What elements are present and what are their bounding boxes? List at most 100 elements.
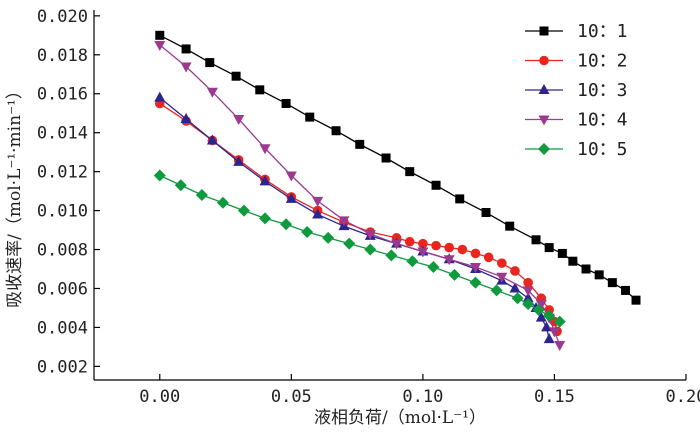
series-4 bbox=[154, 41, 566, 351]
data-point bbox=[364, 229, 376, 240]
data-point bbox=[206, 134, 218, 145]
data-point bbox=[511, 292, 524, 305]
data-point bbox=[364, 243, 377, 256]
data-point bbox=[180, 113, 192, 124]
data-point bbox=[312, 196, 324, 207]
data-point bbox=[535, 300, 547, 311]
data-point bbox=[427, 261, 440, 274]
data-point bbox=[568, 256, 578, 266]
data-point bbox=[594, 270, 604, 280]
series-line bbox=[159, 102, 558, 332]
data-point bbox=[216, 196, 229, 209]
data-point bbox=[305, 112, 315, 122]
data-point bbox=[431, 180, 441, 190]
y-axis-title: 吸收速率/（mol·L⁻¹·min⁻¹） bbox=[5, 82, 25, 308]
data-point bbox=[181, 44, 191, 54]
data-point bbox=[417, 247, 429, 258]
legend-label: 10：1 bbox=[577, 21, 628, 42]
data-point bbox=[231, 71, 241, 81]
data-point bbox=[481, 208, 491, 218]
x-tick-label: 0.05 bbox=[271, 387, 312, 407]
series-line bbox=[159, 44, 561, 346]
legend-label: 10：4 bbox=[577, 110, 628, 131]
data-point bbox=[237, 204, 250, 217]
series-1 bbox=[155, 30, 641, 305]
series-5 bbox=[153, 169, 566, 328]
data-point bbox=[155, 30, 165, 40]
y-tick-label: 0.020 bbox=[37, 7, 88, 27]
data-point bbox=[444, 242, 455, 253]
series-layer bbox=[153, 30, 641, 351]
legend-label: 10：2 bbox=[577, 51, 628, 72]
data-point bbox=[381, 153, 391, 163]
data-point bbox=[322, 231, 335, 244]
data-point bbox=[180, 62, 192, 73]
data-point bbox=[281, 98, 291, 108]
data-point bbox=[355, 139, 365, 149]
data-point bbox=[497, 258, 507, 268]
data-point bbox=[509, 282, 521, 293]
y-tick-label: 0.002 bbox=[37, 357, 88, 377]
series-line bbox=[159, 97, 550, 340]
data-point bbox=[233, 155, 245, 166]
data-point bbox=[206, 87, 218, 98]
x-tick-label: 0.15 bbox=[534, 387, 575, 407]
data-point bbox=[405, 167, 415, 177]
data-point bbox=[443, 255, 455, 266]
data-point bbox=[455, 194, 465, 204]
x-axis-title: 液相负荷/（mol·L⁻¹） bbox=[314, 408, 486, 428]
data-point bbox=[385, 249, 398, 262]
data-point bbox=[470, 263, 482, 274]
data-point bbox=[285, 192, 297, 203]
legend: 10：1 10：2 10：3 10：4 10：5 bbox=[525, 21, 628, 160]
legend-item: 10：2 bbox=[525, 51, 628, 72]
data-point bbox=[259, 175, 271, 186]
data-point bbox=[457, 244, 468, 255]
data-point bbox=[312, 208, 324, 219]
y-tick-label: 0.004 bbox=[37, 318, 88, 338]
legend-item: 10：5 bbox=[525, 139, 628, 160]
data-point bbox=[544, 243, 554, 253]
data-point bbox=[174, 179, 187, 192]
data-point bbox=[154, 91, 166, 102]
data-point bbox=[523, 277, 533, 288]
data-point bbox=[522, 298, 535, 311]
data-point bbox=[548, 327, 560, 338]
data-point bbox=[404, 236, 415, 247]
legend-marker bbox=[538, 115, 550, 126]
data-point bbox=[301, 226, 314, 238]
data-point bbox=[338, 216, 350, 227]
x-tick-label: 0.00 bbox=[139, 387, 180, 407]
series-line bbox=[159, 34, 637, 301]
data-point bbox=[557, 248, 567, 258]
y-ticks: 0.002 0.004 0.006 0.008 0.010 0.012 0.014 0.016… bbox=[37, 7, 100, 377]
data-point bbox=[631, 295, 641, 305]
data-point bbox=[469, 276, 482, 289]
series-line bbox=[159, 174, 561, 323]
data-point bbox=[522, 292, 534, 303]
data-point bbox=[543, 309, 556, 322]
data-point bbox=[331, 126, 341, 136]
series-2 bbox=[154, 98, 562, 337]
data-point bbox=[280, 218, 293, 231]
data-point bbox=[505, 221, 515, 231]
data-point bbox=[522, 286, 534, 297]
y-tick-label: 0.008 bbox=[37, 241, 88, 261]
data-point bbox=[343, 237, 356, 250]
data-point bbox=[510, 266, 520, 276]
data-point bbox=[543, 333, 555, 344]
y-tick-label: 0.014 bbox=[37, 124, 88, 144]
data-point bbox=[195, 189, 208, 201]
data-point bbox=[581, 264, 591, 274]
data-point bbox=[531, 235, 541, 245]
data-point bbox=[233, 115, 245, 126]
data-point bbox=[259, 212, 272, 225]
legend-item: 10：4 bbox=[525, 110, 628, 131]
legend-marker bbox=[539, 55, 549, 66]
data-point bbox=[448, 268, 461, 281]
y-tick-label: 0.018 bbox=[37, 46, 88, 66]
data-point bbox=[470, 248, 481, 259]
y-tick-label: 0.010 bbox=[37, 202, 88, 222]
legend-item: 10：3 bbox=[525, 80, 628, 101]
